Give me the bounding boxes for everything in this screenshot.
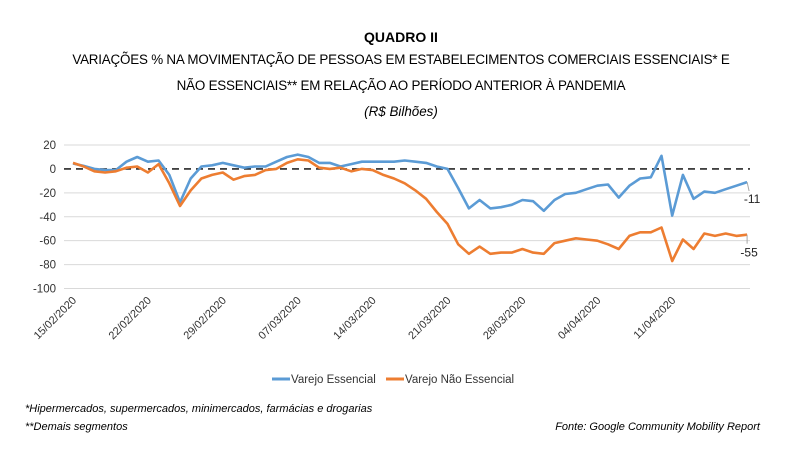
x-tick-label: 11/04/2020 xyxy=(631,295,678,342)
end-data-label: -55 xyxy=(740,246,758,260)
chart-subtitle-line-2: NÃO ESSENCIAIS** EM RELAÇÃO AO PERÍODO A… xyxy=(176,78,626,93)
footnote-non-essential: **Demais segmentos xyxy=(25,421,128,433)
footnote-essential: *Hipermercados, supermercados, minimerca… xyxy=(25,403,373,415)
chart-subtitle-line-1: VARIAÇÕES % NA MOVIMENTAÇÃO DE PESSOAS E… xyxy=(72,52,730,67)
y-tick-label: 0 xyxy=(50,164,56,176)
legend-label: Varejo Não Essencial xyxy=(405,374,514,386)
x-tick-label: 04/04/2020 xyxy=(556,295,603,342)
x-tick-label: 29/02/2020 xyxy=(182,295,229,342)
y-tick-label: -40 xyxy=(39,212,56,224)
end-data-label: -11 xyxy=(744,192,761,206)
x-tick-label: 21/03/2020 xyxy=(406,295,453,342)
legend-label: Varejo Essencial xyxy=(291,374,376,386)
x-tick-label: 14/03/2020 xyxy=(331,295,378,342)
y-tick-label: -20 xyxy=(39,188,56,200)
series-line-varejo-essencial xyxy=(72,153,748,217)
series-line-varejo-nao-essencial xyxy=(72,158,748,263)
chart-title: QUADRO II xyxy=(364,29,438,45)
y-tick-label: -60 xyxy=(39,236,56,248)
x-tick-label: 07/03/2020 xyxy=(256,295,303,342)
source-note: Fonte: Google Community Mobility Report xyxy=(555,421,760,433)
y-tick-label: 20 xyxy=(43,140,56,152)
chart-unit: (R$ Bilhões) xyxy=(364,104,438,119)
data-label-leader xyxy=(746,181,750,192)
x-tick-label: 22/02/2020 xyxy=(107,295,154,342)
y-tick-label: -80 xyxy=(39,260,56,272)
y-tick-label: -100 xyxy=(33,284,56,296)
x-tick-label: 28/03/2020 xyxy=(481,295,528,342)
x-tick-label: 15/02/2020 xyxy=(32,295,79,342)
